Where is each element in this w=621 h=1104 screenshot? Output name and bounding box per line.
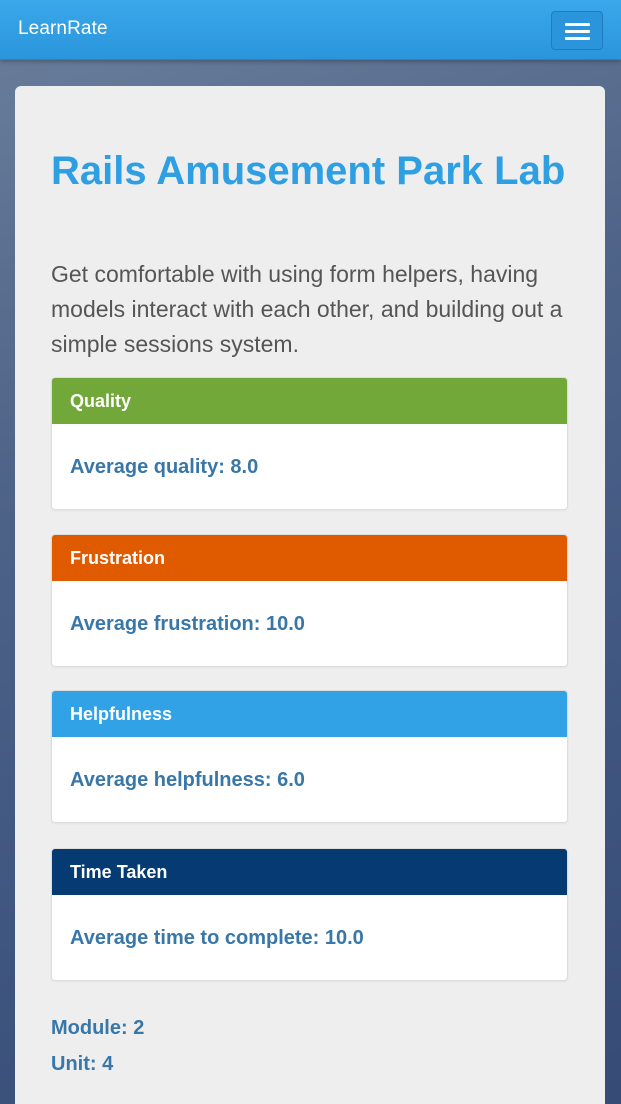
time-taken-panel: Time Taken Average time to complete: 10.… bbox=[51, 848, 568, 981]
hamburger-menu-icon bbox=[565, 23, 590, 26]
quality-panel: Quality Average quality: 8.0 bbox=[51, 377, 568, 510]
quality-panel-text: Average quality: 8.0 bbox=[70, 456, 259, 478]
page-title: Rails Amusement Park Lab bbox=[51, 149, 566, 193]
brand-link[interactable]: LearnRate bbox=[18, 18, 108, 39]
time-taken-panel-text: Average time to complete: 10.0 bbox=[70, 927, 364, 949]
menu-toggle-button[interactable] bbox=[551, 11, 603, 50]
hamburger-menu-icon bbox=[565, 37, 590, 40]
time-taken-panel-heading: Time Taken bbox=[52, 849, 567, 895]
helpfulness-panel: Helpfulness Average helpfulness: 6.0 bbox=[51, 690, 568, 823]
navbar: LearnRate bbox=[0, 0, 621, 60]
hamburger-menu-icon bbox=[565, 30, 590, 33]
quality-panel-heading: Quality bbox=[52, 378, 567, 424]
module-label: Module: 2 bbox=[51, 1017, 145, 1039]
frustration-panel-text: Average frustration: 10.0 bbox=[70, 613, 305, 635]
helpfulness-panel-text: Average helpfulness: 6.0 bbox=[70, 769, 305, 791]
lesson-card: Rails Amusement Park Lab Get comfortable… bbox=[15, 86, 605, 1104]
frustration-panel-heading: Frustration bbox=[52, 535, 567, 581]
lesson-description: Get comfortable with using form helpers,… bbox=[51, 261, 563, 357]
helpfulness-panel-heading: Helpfulness bbox=[52, 691, 567, 737]
frustration-panel: Frustration Average frustration: 10.0 bbox=[51, 534, 568, 667]
unit-label: Unit: 4 bbox=[51, 1053, 114, 1075]
